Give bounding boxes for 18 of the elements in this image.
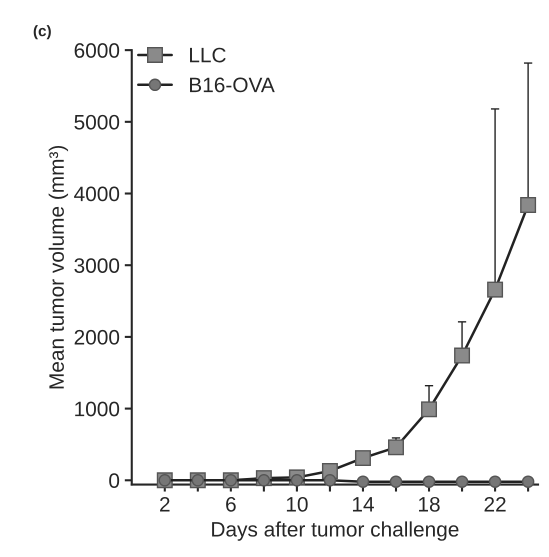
x-tick-label: 6 <box>226 496 236 512</box>
y-tick-label: 0 <box>109 473 120 488</box>
y-tick-label: 5000 <box>74 114 120 130</box>
legend-label: B16-OVA <box>190 78 275 92</box>
x-axis-title: Days after tumor challenge <box>212 521 458 541</box>
y-tick-label: 3000 <box>74 258 120 273</box>
x-tick-label: 14 <box>352 497 374 512</box>
y-tick-label: 2000 <box>74 330 120 345</box>
y-axis-title: Mean tumor volume (mm³) <box>48 146 68 388</box>
chart-title: (c) <box>34 25 51 40</box>
y-tick-label: 4000 <box>74 186 120 202</box>
x-tick-label: 18 <box>419 496 440 512</box>
x-tick-label: 10 <box>286 496 308 512</box>
legend-label: LLC <box>190 48 226 62</box>
y-tick-label: 1000 <box>75 402 120 416</box>
x-tick-label: 22 <box>484 496 506 512</box>
y-tick-label: 6000 <box>74 43 120 58</box>
x-tick-label: 2 <box>160 496 170 512</box>
